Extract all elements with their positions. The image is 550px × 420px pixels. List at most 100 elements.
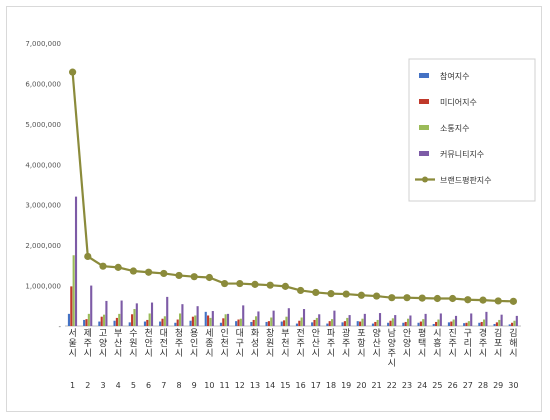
bar-2 xyxy=(422,319,425,326)
y-tick-label: - xyxy=(58,323,61,331)
legend-swatch xyxy=(419,99,429,104)
x-rank-label: 1 xyxy=(70,381,75,390)
y-axis: - 1,000,000 2,000,000 3,000,000 4,000,000 5,0… xyxy=(25,40,61,331)
brand-index-point xyxy=(190,273,198,281)
bar-3 xyxy=(394,315,397,326)
brand-index-point xyxy=(464,296,472,304)
brand-index-point xyxy=(145,268,153,276)
x-rank-label: 15 xyxy=(280,381,290,390)
brand-index-point xyxy=(205,273,213,282)
y-tick-label: 6,000,000 xyxy=(25,80,61,88)
bar-1 xyxy=(404,321,407,326)
bar-0 xyxy=(508,324,511,326)
bar-0 xyxy=(356,321,359,326)
brand-index-point xyxy=(494,297,502,305)
brand-index-point xyxy=(114,263,122,271)
bar-1 xyxy=(131,314,134,326)
bar-0 xyxy=(189,320,192,326)
bar-0 xyxy=(387,322,390,326)
bar-3 xyxy=(272,310,275,326)
bar-2 xyxy=(407,318,410,326)
x-rank-label: 24 xyxy=(417,381,427,390)
x-rank-label: 26 xyxy=(448,381,458,390)
bar-2 xyxy=(270,317,273,326)
bar-1 xyxy=(450,321,453,326)
bar-1 xyxy=(100,316,103,326)
bar-1 xyxy=(298,320,301,326)
x-rank-label: 13 xyxy=(250,381,260,390)
bar-1 xyxy=(313,319,316,326)
x-rank-label: 7 xyxy=(161,381,166,390)
bar-3 xyxy=(302,309,306,326)
brand-index-point xyxy=(418,294,426,302)
bar-0 xyxy=(67,313,71,326)
bar-1 xyxy=(389,320,392,326)
x-rank-label: 9 xyxy=(192,381,197,390)
bar-1 xyxy=(267,321,270,326)
bar-2 xyxy=(179,313,182,326)
bar-3 xyxy=(333,310,336,326)
brand-index-point xyxy=(479,296,487,304)
bar-3 xyxy=(363,313,366,326)
bar-1 xyxy=(146,319,149,326)
bar-2 xyxy=(300,317,303,326)
brand-index-point xyxy=(433,294,441,303)
bar-2 xyxy=(391,318,394,326)
bar-0 xyxy=(478,322,481,326)
bar-3 xyxy=(181,304,184,326)
legend-label: 브랜드평판지수 xyxy=(440,175,492,185)
legend-label: 참여지수 xyxy=(440,71,469,81)
brand-index-point xyxy=(312,288,320,297)
bar-2 xyxy=(133,309,136,326)
bar-0 xyxy=(83,319,86,326)
bar-0 xyxy=(204,311,207,326)
bar-1 xyxy=(70,286,73,326)
brand-index-point xyxy=(266,281,274,289)
bar-0 xyxy=(447,322,451,326)
bar-0 xyxy=(311,322,314,326)
bar-1 xyxy=(374,321,377,326)
bar-2 xyxy=(437,319,440,326)
x-rank-label: 11 xyxy=(220,381,230,390)
bar-1 xyxy=(328,321,331,326)
chart-frame: - 1,000,000 2,000,000 3,000,000 4,000,000 5,0… xyxy=(6,6,542,412)
bar-2 xyxy=(346,317,349,326)
bar-0 xyxy=(128,322,131,326)
bar-3 xyxy=(166,296,169,326)
bar-3 xyxy=(424,313,427,326)
brand-index-point xyxy=(251,280,259,288)
bar-1 xyxy=(207,315,210,326)
bar-0 xyxy=(493,323,496,326)
y-tick-label: 5,000,000 xyxy=(25,121,61,129)
bar-3 xyxy=(196,306,199,326)
bar-2 xyxy=(285,316,288,326)
bar-1 xyxy=(191,316,194,326)
bar-1 xyxy=(465,322,468,326)
x-rank-label: 8 xyxy=(176,381,181,390)
brand-index-point xyxy=(373,292,381,300)
bar-0 xyxy=(417,322,420,326)
legend-swatch xyxy=(419,125,429,130)
bar-1 xyxy=(252,319,255,326)
bar-2 xyxy=(224,314,227,326)
bar-0 xyxy=(143,321,147,326)
brand-index-point xyxy=(221,279,229,288)
